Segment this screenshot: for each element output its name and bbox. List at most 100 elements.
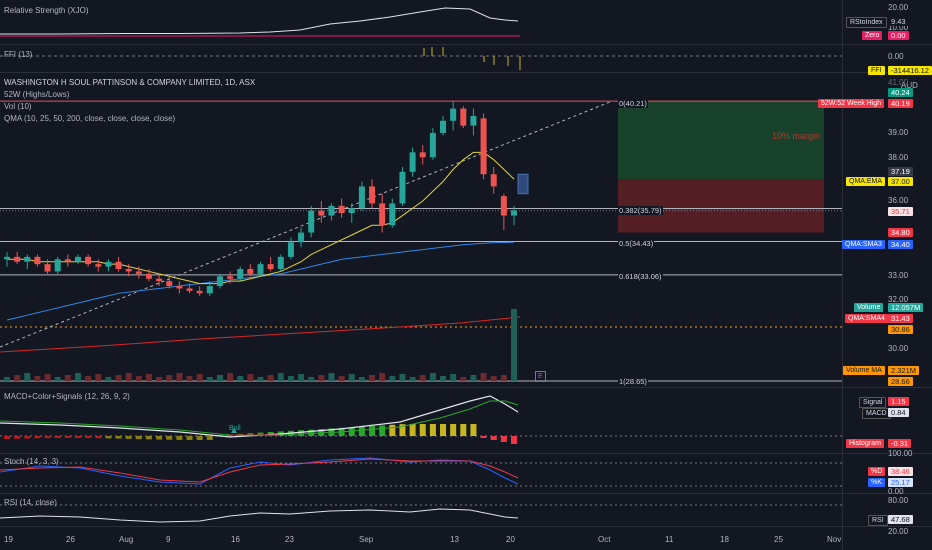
volume-bar	[328, 373, 335, 381]
volume-bar	[247, 374, 254, 381]
volume-bar	[216, 375, 223, 381]
candle-body	[125, 269, 132, 272]
rsi-value: 47.68	[888, 515, 913, 524]
volume-bar	[460, 377, 467, 381]
candle-body	[4, 256, 10, 260]
macd-histogram-bar	[298, 430, 305, 436]
fib-level-0382[interactable]: 0.382(35.79)	[618, 206, 663, 215]
time-tick: 25	[774, 535, 783, 544]
volume-bar	[267, 375, 274, 381]
margin-annotation[interactable]: 10% margin	[772, 131, 821, 141]
macd-histogram-bar	[4, 436, 10, 439]
volume-bar	[85, 376, 92, 381]
fib-level-1[interactable]: 1(28.65)	[618, 377, 648, 386]
volume-bar	[399, 374, 406, 381]
position-profit-zone	[618, 101, 824, 180]
volume-indicator-label[interactable]: Vol (10)	[4, 102, 32, 111]
time-tick: 11	[665, 535, 674, 544]
volume-bar	[135, 376, 142, 381]
ffi-pane-label[interactable]: FFI (13)	[4, 50, 33, 59]
candle-body	[34, 256, 41, 265]
qma-sma3-label: QMA:SMA3	[842, 240, 885, 249]
candle-body	[338, 205, 345, 214]
macd-histogram-bar	[85, 436, 92, 439]
macd-histogram-bar	[135, 436, 142, 440]
macd-value: 0.84	[888, 408, 909, 417]
time-tick: Nov	[827, 535, 842, 544]
stoch-pane-label[interactable]: Stoch (14, 3, 3)	[4, 457, 59, 466]
fib-level-0[interactable]: 0(40.21)	[618, 99, 648, 108]
pane-separator[interactable]	[0, 493, 932, 494]
pane-separator[interactable]	[0, 72, 932, 73]
time-tick: Sep	[359, 535, 374, 544]
macd-histogram-bar	[419, 424, 426, 436]
volume-bar	[409, 377, 416, 381]
qma-indicator-label[interactable]: QMA (10, 25, 50, 200, close, close, clos…	[4, 114, 176, 123]
macd-pane-label[interactable]: MACD+Color+Signals (12, 26, 9, 2)	[4, 392, 130, 401]
time-tick: 19	[4, 535, 13, 544]
price-2866-tag: 28.66	[888, 377, 913, 386]
macd-histogram-bar	[166, 436, 173, 440]
candle-body	[156, 278, 163, 282]
qma-sma4-label: QMA:SMA4	[845, 314, 888, 323]
macd-histogram-bar	[115, 436, 122, 439]
volume-ma-label: Volume MA	[843, 366, 885, 375]
price-tick: 30.00	[888, 344, 909, 353]
currency-label: AUD	[901, 81, 918, 90]
w52-high-label: 52W:52 Week High	[818, 99, 885, 108]
position-loss-zone	[618, 179, 824, 233]
macd-histogram-bar	[470, 424, 477, 436]
macd-histogram-bar	[379, 425, 386, 436]
pane-separator[interactable]	[0, 387, 932, 388]
macd-histogram-bar	[176, 436, 183, 440]
price-high-tag: 40.24	[888, 88, 913, 97]
pane-separator[interactable]	[0, 44, 932, 45]
pane-separator[interactable]	[0, 526, 932, 527]
macd-histogram-bar	[440, 424, 447, 436]
macd-histogram-bar	[24, 436, 31, 439]
volume-bar	[389, 376, 396, 381]
price-tick: 41.00	[888, 78, 909, 87]
signal-label: Signal	[859, 397, 887, 408]
macd-histogram-bar	[34, 436, 41, 439]
volume-bar	[237, 376, 244, 381]
candle-body	[166, 281, 173, 287]
rs-tick: 10.00	[888, 23, 909, 32]
volume-bar	[277, 373, 284, 381]
macd-histogram-bar	[460, 424, 467, 436]
stoch-k-label: %K	[868, 478, 885, 487]
macd-histogram-bar	[450, 424, 457, 436]
volume-bar	[379, 373, 386, 381]
fib-level-0618[interactable]: 0.618(33.06)	[618, 272, 663, 281]
rsi-tick: 20.00	[888, 527, 909, 536]
volume-bar	[318, 375, 325, 381]
volume-bar	[500, 375, 507, 381]
candle-body	[511, 210, 517, 216]
stoch-d-line	[0, 458, 519, 483]
rs-pane-label[interactable]: Relative Strength (XJO)	[4, 6, 89, 15]
macd-label: MACD	[862, 408, 891, 419]
earnings-marker[interactable]: E	[535, 371, 546, 382]
rsi-pane-label[interactable]: RSI (14, close)	[4, 498, 57, 507]
macd-histogram-bar	[490, 436, 497, 440]
price-axis[interactable]	[842, 0, 932, 550]
time-tick: 26	[66, 535, 75, 544]
volume-bar	[166, 375, 173, 381]
candle-body	[308, 210, 315, 233]
macd-histogram-bar	[257, 432, 264, 436]
ffi-tick: 0.00	[888, 52, 904, 61]
volume-bar	[308, 377, 315, 381]
volume-bar	[490, 376, 497, 381]
pane-separator[interactable]	[0, 453, 932, 454]
volume-bar	[95, 374, 102, 381]
w52-indicator-label[interactable]: 52W (Highs/Lows)	[4, 90, 70, 99]
candle-body	[14, 256, 21, 262]
volume-bar	[257, 377, 264, 381]
macd-histogram-bar	[14, 436, 21, 439]
volume-bar	[14, 375, 21, 381]
macd-histogram-bar	[125, 436, 132, 439]
volume-bar	[419, 375, 426, 381]
fib-level-05[interactable]: 0.5(34.43)	[618, 239, 655, 248]
volume-ma-value: 2.321M	[888, 366, 920, 375]
